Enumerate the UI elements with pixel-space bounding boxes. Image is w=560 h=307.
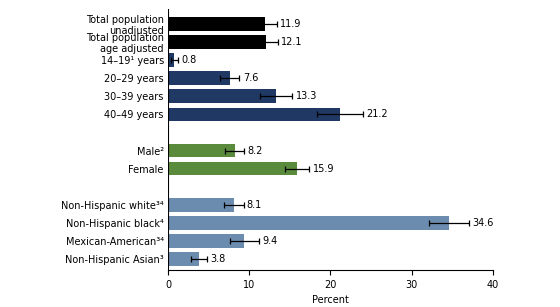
Text: 3.8: 3.8 bbox=[210, 254, 226, 264]
Text: 8.2: 8.2 bbox=[248, 146, 263, 156]
Text: 7.6: 7.6 bbox=[242, 73, 258, 83]
Bar bbox=[168, 216, 449, 230]
Text: 0.8: 0.8 bbox=[181, 55, 196, 65]
Bar bbox=[168, 71, 230, 85]
Bar bbox=[168, 162, 297, 176]
Text: 9.4: 9.4 bbox=[262, 236, 277, 246]
Bar bbox=[168, 144, 235, 157]
Bar bbox=[168, 234, 244, 248]
Bar bbox=[168, 107, 340, 121]
Text: 11.9: 11.9 bbox=[280, 19, 301, 29]
Bar bbox=[168, 35, 266, 49]
Bar bbox=[168, 17, 265, 30]
Text: 34.6: 34.6 bbox=[473, 218, 494, 228]
Bar bbox=[168, 53, 175, 67]
Text: 8.1: 8.1 bbox=[247, 200, 262, 210]
Text: 21.2: 21.2 bbox=[366, 109, 388, 119]
Bar bbox=[168, 198, 234, 212]
Text: 15.9: 15.9 bbox=[312, 164, 334, 174]
Bar bbox=[168, 89, 276, 103]
Bar bbox=[168, 252, 199, 266]
X-axis label: Percent: Percent bbox=[312, 295, 349, 305]
Text: 12.1: 12.1 bbox=[281, 37, 302, 47]
Text: 13.3: 13.3 bbox=[296, 91, 317, 101]
